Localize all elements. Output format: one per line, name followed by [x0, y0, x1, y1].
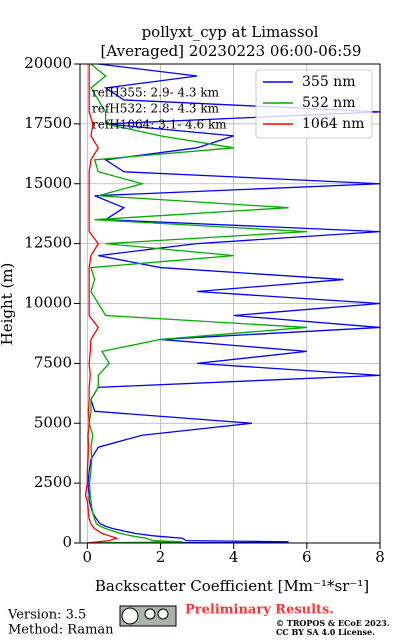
legend-label: 355 nm	[302, 74, 355, 90]
annotation: refH1064: 3.1- 4.6 km	[92, 118, 227, 132]
x-tick-label: 8	[375, 548, 385, 566]
chart-title: pollyxt_cyp at Limassol	[142, 23, 319, 41]
x-tick-label: 0	[83, 548, 93, 566]
y-axis-label: Height (m)	[0, 263, 16, 346]
version: Version: 3.5	[7, 608, 86, 623]
annotation: refH355: 2.9- 4.3 km	[92, 86, 220, 100]
y-tick-label: 2500	[34, 473, 72, 491]
method: Method: Raman	[8, 623, 114, 638]
profile-line	[87, 64, 380, 543]
y-tick-label: 17500	[24, 114, 72, 132]
legend-label: 532 nm	[302, 95, 355, 111]
profile-line	[87, 64, 307, 543]
plot-frame	[79, 63, 381, 544]
preliminary: Preliminary Results.	[185, 603, 334, 618]
profile-line	[84, 64, 119, 543]
y-tick-label: 15000	[24, 174, 72, 192]
legend-label: 1064 nm	[302, 116, 364, 132]
x-tick-label: 2	[156, 548, 166, 566]
y-tick-label: 0	[62, 533, 72, 551]
annotation: refH532: 2.8- 4.3 km	[92, 102, 220, 116]
x-axis-label: Backscatter Coefficient [Mm⁻¹*sr⁻¹]	[95, 577, 369, 595]
cc-logo	[119, 605, 177, 627]
copyright: © TROPOS & ECoE 2023.	[276, 618, 390, 628]
legend-box	[255, 69, 373, 139]
license: CC BY SA 4.0 License.	[276, 627, 375, 637]
x-tick-label: 4	[229, 548, 239, 566]
chart-subtitle: [Averaged] 20230223 06:00-06:59	[101, 42, 362, 60]
y-tick-label: 5000	[34, 413, 72, 431]
x-tick-label: 6	[302, 548, 312, 566]
y-tick-label: 20000	[24, 54, 72, 72]
y-tick-label: 7500	[34, 353, 72, 371]
y-tick-label: 12500	[24, 234, 72, 252]
y-tick-label: 10000	[24, 294, 72, 312]
